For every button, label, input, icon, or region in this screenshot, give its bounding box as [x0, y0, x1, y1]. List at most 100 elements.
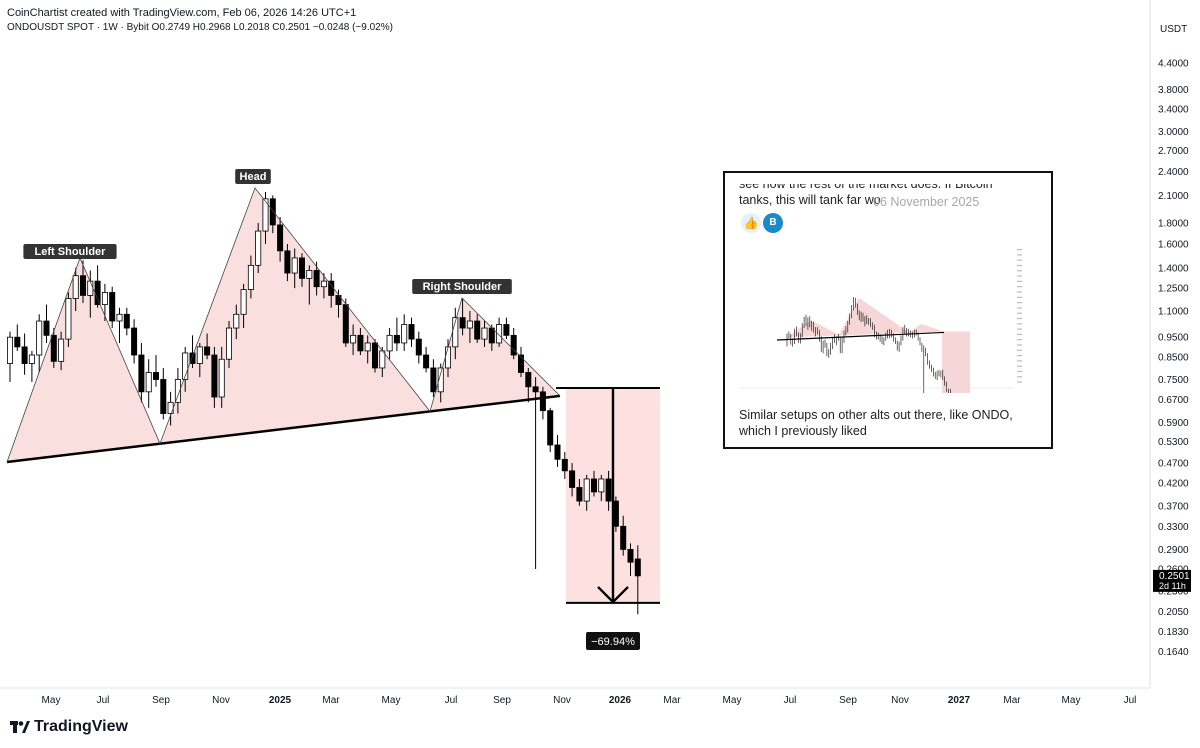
- candle-body: [423, 354, 430, 369]
- candle-body: [58, 338, 65, 362]
- candle: [240, 283, 247, 329]
- mini-y-tick: [1017, 333, 1022, 335]
- candle: [131, 319, 138, 364]
- candle-body: [474, 320, 481, 340]
- candle: [94, 265, 101, 308]
- candle-body: [488, 327, 495, 344]
- candle-body: [131, 327, 138, 356]
- candle: [393, 317, 400, 351]
- candle-body: [240, 289, 247, 315]
- y-tick-label: 1.8000: [1158, 218, 1189, 229]
- target-percent-label: −69.94%: [586, 632, 640, 650]
- candle: [320, 273, 327, 299]
- candle-body: [14, 336, 21, 348]
- candle-body: [401, 324, 408, 344]
- y-axis-unit: USDT: [1160, 24, 1187, 35]
- candle: [437, 363, 444, 403]
- y-tick-label: 0.7500: [1158, 375, 1189, 386]
- candle: [7, 331, 13, 382]
- candle-body: [123, 313, 130, 329]
- candle-body: [225, 327, 232, 360]
- candle: [342, 298, 349, 347]
- candle-body: [430, 367, 437, 393]
- candle: [576, 478, 583, 506]
- mini-y-tick: [1017, 264, 1022, 267]
- candle: [401, 314, 408, 351]
- candle: [350, 324, 357, 356]
- mini-y-tick: [1017, 286, 1022, 288]
- x-tick-label: Mar: [663, 695, 681, 706]
- x-tick-label: May: [382, 695, 401, 706]
- candle-body: [72, 275, 79, 299]
- candle: [204, 333, 211, 360]
- candle: [459, 298, 466, 336]
- thumbs-up-icon: 👍: [741, 213, 761, 233]
- candle-body: [21, 346, 28, 364]
- candle-body: [393, 334, 400, 344]
- y-tick-label: 0.6700: [1158, 395, 1189, 406]
- candle: [306, 265, 313, 305]
- target-percent-bg: [586, 632, 640, 650]
- mini-y-tick: [1017, 254, 1022, 256]
- x-tick-label: Jul: [784, 695, 797, 706]
- y-tick-label: 0.5300: [1158, 437, 1189, 448]
- candle: [591, 470, 598, 497]
- countdown-text: 2d 11h: [1159, 581, 1186, 591]
- candle: [503, 317, 510, 340]
- candle: [262, 191, 269, 244]
- candle-body: [138, 354, 145, 393]
- candle-body: [189, 352, 196, 364]
- x-tick-label: Mar: [1003, 695, 1021, 706]
- y-tick-label: 3.4000: [1158, 105, 1189, 116]
- candle-body: [605, 478, 612, 502]
- mini-y-tick: [1017, 249, 1022, 251]
- candle-body: [291, 257, 298, 274]
- candle: [189, 335, 196, 368]
- x-tick-label: May: [1062, 695, 1081, 706]
- candle-body: [145, 372, 152, 393]
- y-tick-label: 2.4000: [1158, 167, 1189, 178]
- y-tick-label: 0.9500: [1158, 333, 1189, 344]
- candle: [430, 359, 437, 398]
- mini-y-tick: [1017, 307, 1022, 309]
- mini-y-tick: [1017, 376, 1022, 378]
- candle-body: [109, 292, 116, 322]
- candle: [408, 317, 415, 347]
- inset-tweet-text: tanks, this will tank far wo: [739, 193, 881, 207]
- mini-y-tick: [1017, 381, 1022, 383]
- candle-body: [262, 198, 269, 232]
- candle: [116, 307, 123, 343]
- candle-body: [233, 313, 240, 329]
- candle: [481, 321, 488, 347]
- x-tick-label: 2025: [269, 695, 292, 706]
- mini-y-tick: [1017, 328, 1022, 330]
- mini-y-tick: [1017, 339, 1022, 341]
- inset-caption: Similar setups on other alts out there, …: [739, 408, 1013, 438]
- candle-body: [547, 410, 554, 446]
- candle: [627, 543, 634, 576]
- y-tick-label: 0.4200: [1158, 479, 1189, 490]
- candle: [357, 328, 364, 356]
- inset-cut-text: see how the rest of the market does. If …: [739, 177, 993, 191]
- right-shoulder-label-bg: [412, 279, 512, 294]
- candle: [174, 367, 181, 414]
- x-tick-label: Jul: [445, 695, 458, 706]
- candle: [466, 311, 473, 343]
- y-tick-label: 4.4000: [1158, 59, 1189, 70]
- candle: [211, 346, 218, 408]
- candle: [583, 474, 590, 511]
- candle-body: [386, 334, 393, 352]
- mini-y-tick: [1017, 280, 1022, 282]
- candle: [298, 253, 305, 287]
- tradingview-logo-text: TradingView: [34, 718, 128, 735]
- candle: [225, 321, 232, 368]
- candle-body: [620, 525, 627, 550]
- y-tick-label: 0.1640: [1158, 647, 1189, 658]
- candle-body: [284, 250, 291, 274]
- candle-body: [174, 379, 181, 403]
- x-tick-label: Nov: [212, 695, 230, 706]
- x-tick-label: Jul: [1124, 695, 1137, 706]
- last-price-marker: [1153, 569, 1191, 592]
- mini-y-tick: [1017, 355, 1022, 357]
